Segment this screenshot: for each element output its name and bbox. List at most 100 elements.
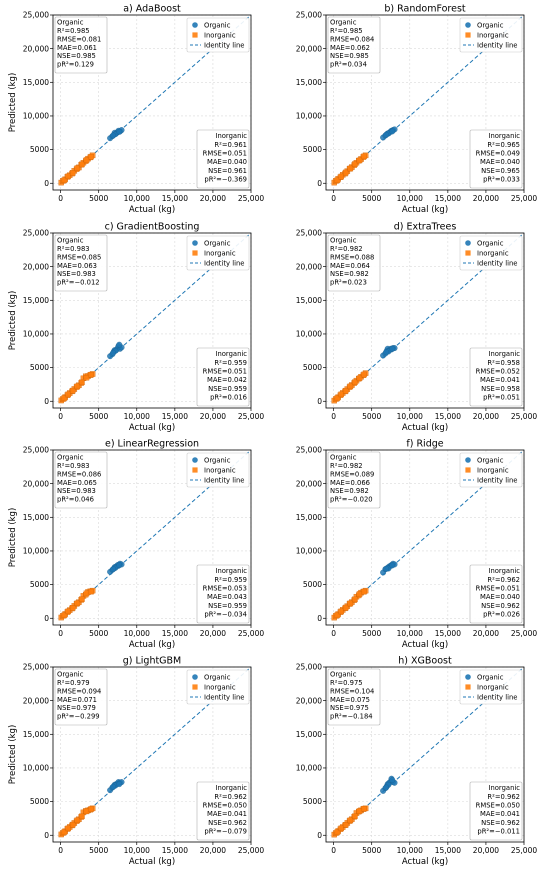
y-tick-label: 5000 — [30, 363, 49, 372]
inorganic-point — [74, 383, 81, 390]
organic-stat-line: NSE=0.979 — [57, 704, 96, 712]
organic-stat-line: MAE=0.061 — [57, 44, 97, 52]
inorganic-stats-box — [196, 129, 250, 189]
legend-organic-label: Organic — [204, 457, 231, 465]
y-tick-label: 20,000 — [23, 479, 49, 488]
inorganic-point — [74, 165, 81, 171]
legend-inorganic-marker — [465, 250, 471, 256]
organic-stats-header: Organic — [330, 19, 357, 27]
x-tick-label: 10,000 — [397, 194, 423, 203]
organic-point — [383, 565, 390, 572]
inorganic-point — [83, 157, 90, 163]
y-tick-label: 25,000 — [23, 11, 49, 20]
legend-identity-label: Identity line — [204, 260, 244, 268]
x-tick-label: 25,000 — [238, 629, 264, 638]
organic-stats-header: Organic — [57, 671, 84, 679]
x-tick-label: 5000 — [89, 194, 108, 203]
inorganic-point — [352, 379, 358, 385]
inorganic-stats-box — [469, 129, 523, 189]
organic-stat-line: pR²=0.046 — [57, 496, 94, 504]
inorganic-point — [338, 391, 344, 398]
legend — [186, 17, 250, 53]
inorganic-stat-line: MAE=0.041 — [480, 376, 520, 384]
inorganic-point — [361, 588, 367, 595]
organic-stat-line: R²=0.983 — [57, 245, 90, 253]
inorganic-point — [70, 605, 76, 611]
x-tick-label: 10,000 — [397, 412, 423, 421]
x-tick-label: 10,000 — [124, 412, 150, 421]
legend — [186, 452, 250, 488]
legend — [459, 452, 523, 488]
legend-inorganic-label: Inorganic — [477, 250, 509, 258]
inorganic-point — [334, 177, 341, 183]
organic-stats-box — [54, 668, 108, 726]
y-tick-label: 25,000 — [296, 11, 322, 20]
y-axis-label: Predicted (kg) — [8, 725, 18, 785]
organic-stat-line: RMSE=0.094 — [57, 687, 101, 695]
organic-stats-header: Organic — [57, 454, 84, 462]
inorganic-stats-box — [196, 347, 250, 407]
y-tick-label: 20,000 — [296, 44, 322, 53]
inorganic-stat-line: R²=0.959 — [214, 359, 247, 367]
inorganic-stat-line: pR²=−0.011 — [477, 827, 520, 835]
legend-identity-label: Identity line — [204, 42, 244, 50]
y-tick-label: 10,000 — [296, 112, 322, 121]
inorganic-point — [70, 387, 76, 394]
organic-stat-line: RMSE=0.081 — [57, 35, 101, 43]
organic-stat-line: RMSE=0.088 — [330, 253, 374, 261]
y-tick-label: 25,000 — [23, 229, 49, 238]
inorganic-point — [352, 161, 358, 167]
chart-panel: 00 5000 5000 10,000 10,000 15,000 15,000 20,000… — [296, 222, 538, 434]
inorganic-stat-line: R²=0.962 — [214, 793, 247, 801]
inorganic-point — [361, 371, 367, 378]
inorganic-point — [88, 153, 94, 160]
organic-stats-box — [327, 451, 381, 509]
y-tick-label: 15,000 — [23, 730, 49, 739]
organic-stat-line: pR²=0.034 — [330, 61, 367, 69]
legend — [459, 235, 523, 271]
plot-frame — [52, 449, 252, 626]
y-tick-label: 15,000 — [23, 78, 49, 87]
x-tick-label: 5000 — [89, 846, 108, 855]
inorganic-stats-box — [196, 564, 250, 624]
legend-organic-marker — [192, 22, 198, 28]
organic-stat-line: RMSE=0.085 — [57, 253, 101, 261]
y-tick-label: 15,000 — [23, 296, 49, 305]
y-tick-label: 10,000 — [296, 547, 322, 556]
organic-stat-line: RMSE=0.084 — [330, 35, 374, 43]
chart-panel: 00 5000 5000 10,000 10,000 15,000 15,000 20,000… — [296, 4, 538, 216]
inorganic-stat-line: RMSE=0.053 — [203, 585, 247, 593]
legend-inorganic-label: Inorganic — [204, 32, 236, 40]
y-tick-label: 0 — [44, 831, 49, 840]
x-tick-label: 10,000 — [397, 846, 423, 855]
inorganic-point — [352, 596, 358, 603]
x-axis-label: Actual (kg) — [129, 640, 175, 650]
x-tick-label: 5000 — [89, 412, 108, 421]
y-tick-label: 20,000 — [296, 696, 322, 705]
inorganic-stat-line: RMSE=0.050 — [203, 802, 247, 810]
x-tick-label: 15,000 — [162, 194, 188, 203]
organic-point — [389, 562, 396, 569]
y-tick-label: 0 — [317, 614, 322, 623]
inorganic-point — [88, 806, 94, 812]
inorganic-stat-line: R²=0.962 — [487, 793, 520, 801]
organic-stat-line: R²=0.983 — [57, 462, 90, 470]
x-tick-label: 15,000 — [435, 412, 461, 421]
inorganic-stat-line: pR²=−0.369 — [204, 175, 247, 183]
legend-organic-label: Organic — [204, 674, 231, 682]
inorganic-point — [338, 173, 344, 180]
x-tick-label: 15,000 — [162, 412, 188, 421]
y-tick-label: 10,000 — [296, 330, 322, 339]
y-tick-label: 0 — [317, 397, 322, 406]
inorganic-stat-line: NSE=0.959 — [208, 602, 247, 610]
x-tick-label: 25,000 — [238, 412, 264, 421]
x-axis-label: Actual (kg) — [402, 640, 448, 650]
organic-point — [110, 566, 117, 573]
y-tick-label: 10,000 — [23, 330, 49, 339]
plot-frame — [325, 449, 525, 626]
inorganic-point — [334, 395, 341, 401]
y-tick-label: 20,000 — [23, 44, 49, 53]
inorganic-point — [347, 600, 354, 607]
legend-inorganic-label: Inorganic — [204, 467, 236, 475]
